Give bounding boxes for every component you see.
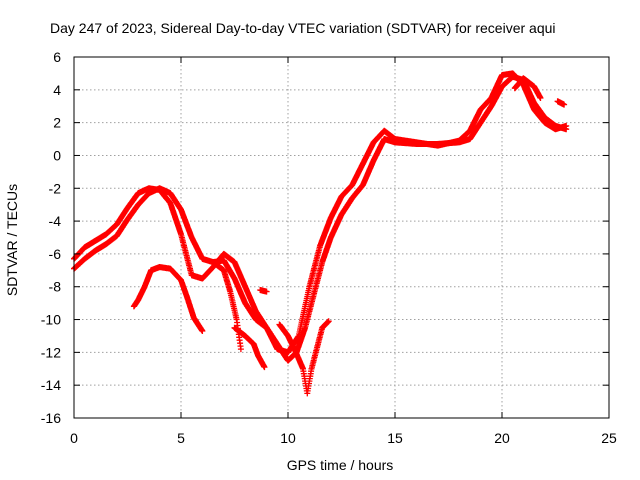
y-tick-label: -8	[49, 279, 62, 295]
data-point-markers	[71, 73, 570, 364]
series-track-7	[276, 318, 332, 397]
x-axis-label: GPS time / hours	[287, 457, 394, 473]
y-tick-label: 0	[53, 147, 61, 163]
x-tick-label: 10	[280, 430, 296, 446]
y-tick-label: 2	[53, 115, 61, 131]
series-layer	[71, 70, 570, 397]
grid-lines	[74, 57, 609, 418]
y-tick-label: -2	[49, 180, 62, 196]
series-track-1	[71, 73, 570, 364]
y-tick-label: -4	[49, 213, 62, 229]
series-track-6	[257, 287, 270, 295]
data-point-markers	[130, 264, 206, 334]
series-track-3	[130, 264, 206, 334]
series-track-9	[511, 75, 544, 101]
x-tick-label: 0	[70, 430, 78, 446]
y-axis-label: SDTVAR / TECUs	[4, 184, 20, 296]
data-point-markers	[554, 98, 568, 108]
x-tick-label: 20	[494, 430, 510, 446]
x-tick-label: 25	[601, 430, 617, 446]
x-tick-label: 15	[387, 430, 403, 446]
y-tick-label: -6	[49, 246, 62, 262]
x-tick-label: 5	[177, 430, 185, 446]
y-tick-label: -16	[41, 410, 61, 426]
data-point-markers	[511, 75, 544, 101]
data-point-markers	[71, 70, 570, 356]
y-tick-label: 6	[53, 49, 61, 65]
series-track-8	[554, 98, 568, 108]
series-track-5	[231, 324, 268, 371]
y-tick-label: -10	[41, 312, 61, 328]
axis-ticks: 0 5 10 15 20 25 -16 -14 -12 -10 -8 -6 -4 -2 0 2 4 6	[41, 49, 617, 446]
y-tick-label: -12	[41, 344, 61, 360]
data-point-markers	[231, 324, 268, 371]
y-tick-label: 4	[53, 82, 61, 98]
plot-frame	[73, 56, 610, 419]
y-tick-label: -14	[41, 377, 61, 393]
data-point-markers	[257, 287, 270, 295]
series-track-2	[71, 70, 570, 356]
chart-title: Day 247 of 2023, Sidereal Day-to-day VTE…	[50, 20, 556, 36]
data-point-markers	[276, 318, 332, 397]
